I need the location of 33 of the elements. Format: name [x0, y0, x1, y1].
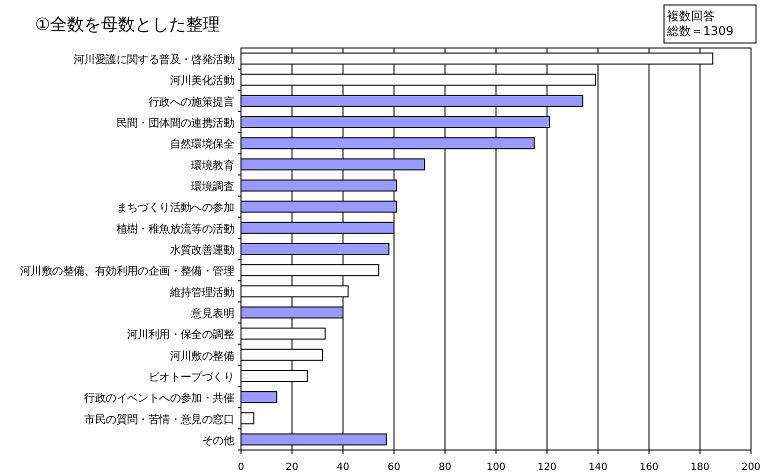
y-tick-label: 環境調査 [191, 180, 234, 194]
x-tick-label: 40 [336, 462, 350, 473]
y-tick-label: 河川利用・保全の調整 [126, 328, 234, 342]
y-tick-label: 行政のイベントへの参加・共催 [84, 392, 234, 405]
x-tick-label: 60 [388, 462, 400, 473]
y-tick-label: 意見表明 [190, 306, 234, 320]
x-tick-label: 20 [286, 462, 298, 473]
chart-title: ①全数を母数とした整理 [35, 15, 220, 35]
text: 複数回答 [667, 9, 715, 23]
x-tick-label: 80 [438, 462, 452, 473]
y-tick-label: まちづくり活動への参加 [116, 201, 234, 214]
y-tick-label: 河川美化活動 [170, 74, 234, 88]
y-tick-label: 行政への施策提言 [148, 95, 234, 108]
y-tick-label: 水質改善運動 [170, 244, 234, 256]
y-tick-label: 維持管理活動 [168, 286, 234, 299]
x-tick-label: 0 [238, 462, 244, 473]
y-tick-label: 河川愛護に関する普及・啓発活動 [73, 53, 234, 66]
x-tick-label: 200 [741, 462, 761, 473]
x-tick-label: 160 [639, 462, 659, 473]
y-tick-label: 自然環境保全 [170, 138, 234, 151]
y-tick-label: その他 [202, 434, 234, 447]
y-tick-label: 河川敷の整備 [170, 349, 234, 362]
x-tick-label: 140 [588, 462, 608, 473]
y-tick-label: 市民の質問・苦情・意見の窓口 [84, 412, 234, 426]
y-tick-label: 植樹・稚魚放流等の活動 [116, 222, 234, 236]
y-tick-label: ビオトープづくり [148, 370, 234, 384]
y-tick-label: 環境教育 [191, 158, 234, 172]
y-tick-label: 民間・団体間の連携活動 [116, 116, 234, 130]
x-tick-label: 100 [486, 462, 506, 473]
x-tick-label: 180 [690, 462, 710, 473]
text: 総数＝1309 [666, 24, 734, 38]
x-tick-label: 120 [537, 462, 557, 473]
y-tick-label: 河川敷の整備、有効利用の企画・整備・管理 [20, 264, 234, 278]
